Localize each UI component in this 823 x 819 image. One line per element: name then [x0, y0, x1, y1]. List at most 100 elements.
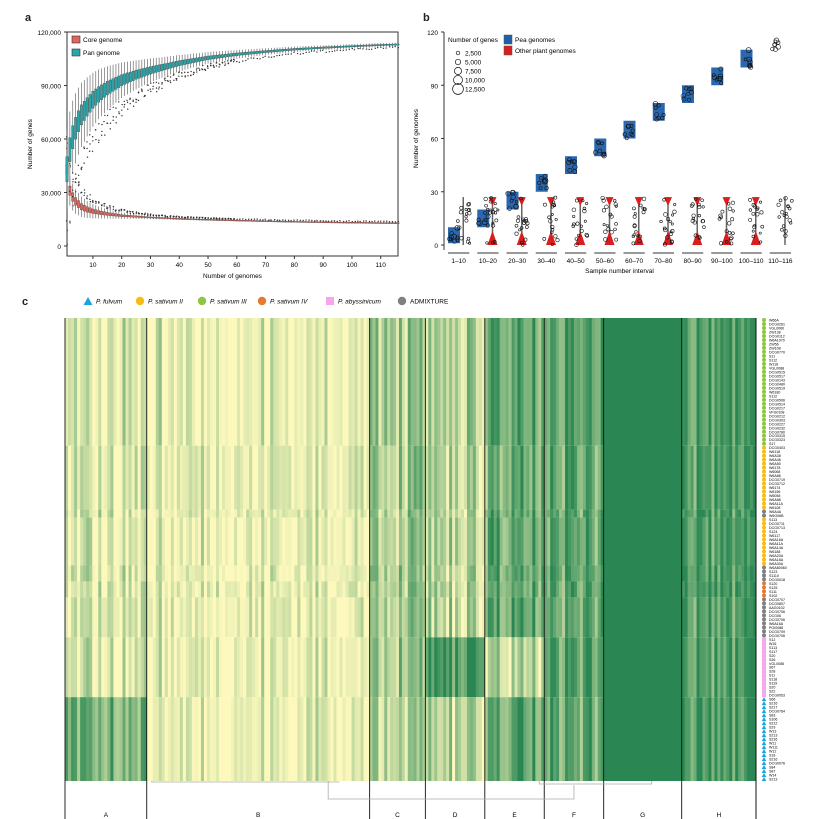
- outlier: [147, 214, 149, 216]
- heatmap-cell: [80, 509, 84, 518]
- heatmap-cell: [699, 445, 703, 510]
- row-label: DCG0053: [769, 694, 785, 698]
- heatmap-cell: [89, 697, 93, 781]
- outlier: [202, 64, 204, 67]
- heatmap-cell: [484, 581, 489, 598]
- heatmap-cell: [431, 697, 435, 781]
- heatmap-cell: [705, 697, 709, 781]
- heatmap-cell: [273, 517, 277, 566]
- heatmap-cell: [732, 445, 736, 510]
- y-axis-label: Number of genes: [27, 118, 34, 169]
- other-point: [752, 224, 757, 229]
- heatmap-cell: [240, 445, 244, 510]
- heatmap-cell: [428, 597, 432, 638]
- row-label: S83: [769, 714, 775, 718]
- other-point: [490, 223, 496, 228]
- heatmap-cell: [291, 581, 295, 598]
- heatmap-cell: [279, 597, 283, 638]
- outlier: [91, 136, 94, 138]
- heatmap-cell: [309, 509, 313, 518]
- heatmap-cell: [413, 565, 417, 582]
- heatmap-cell: [267, 565, 271, 582]
- outlier: [380, 220, 382, 222]
- outlier: [95, 202, 97, 205]
- heatmap-cell: [410, 637, 414, 698]
- heatmap-cell: [514, 637, 518, 698]
- heatmap-cell: [425, 565, 429, 582]
- heatmap-cell: [134, 637, 138, 698]
- outlier: [88, 134, 91, 136]
- heatmap-cell: [681, 597, 685, 638]
- outlier: [190, 216, 192, 219]
- heatmap-cell: [255, 517, 259, 566]
- row-label: AAG0102: [769, 606, 785, 610]
- category-2: [505, 189, 530, 247]
- heatmap-cell: [732, 697, 736, 781]
- heatmap-cell: [276, 597, 280, 638]
- other-violin-bottom: [692, 230, 703, 245]
- heatmap-cell: [134, 445, 138, 510]
- heatmap-cell: [434, 517, 438, 566]
- heatmap-cell: [212, 581, 217, 598]
- heatmap-cell: [702, 581, 706, 598]
- heatmap-cell: [152, 509, 157, 518]
- heatmap-cell: [185, 517, 190, 566]
- heatmap-cell: [526, 318, 530, 446]
- heatmap-cell: [463, 565, 468, 582]
- heatmap-cell: [591, 517, 596, 566]
- other-point: [574, 242, 579, 247]
- heatmap-cell: [264, 581, 268, 598]
- x-tick-label: 20: [118, 262, 126, 269]
- heatmap-cell: [128, 509, 132, 518]
- y-axis-label: Number of genomes: [413, 108, 420, 168]
- heatmap-cell: [741, 581, 745, 598]
- heatmap-cell: [428, 565, 432, 582]
- heatmap-cell: [110, 637, 114, 698]
- heatmap-cell: [591, 509, 596, 518]
- heatmap-cell: [303, 445, 307, 510]
- heatmap-cell: [463, 597, 468, 638]
- heatmap-cell: [490, 517, 495, 566]
- box: [128, 71, 132, 83]
- x-tick-label: 90: [320, 262, 328, 269]
- box: [238, 52, 242, 56]
- heatmap-cell: [146, 445, 151, 510]
- heatmap-cell: [547, 517, 551, 566]
- box: [126, 72, 129, 84]
- heatmap-cell: [529, 597, 533, 638]
- heatmap-cell: [717, 565, 721, 582]
- heatmap-cell: [422, 581, 426, 598]
- heatmap-cell: [396, 517, 400, 566]
- outlier: [190, 70, 192, 73]
- heatmap-cell: [330, 637, 334, 698]
- other-point: [781, 224, 786, 228]
- heatmap-cell: [128, 597, 132, 638]
- heatmap-cell: [741, 509, 745, 518]
- heatmap-cell: [273, 697, 277, 781]
- pea-point: [566, 160, 572, 165]
- heatmap-cell: [206, 517, 211, 566]
- pea-point: [743, 57, 748, 62]
- heatmap-cell: [481, 318, 486, 446]
- outlier: [224, 217, 226, 220]
- box: [175, 218, 178, 220]
- heatmap-cell: [565, 581, 569, 598]
- heatmap-cell: [547, 318, 551, 446]
- row-marker: [762, 561, 766, 566]
- heatmap-cell: [74, 637, 78, 698]
- outlier: [158, 88, 160, 90]
- heatmap-cell: [273, 581, 277, 598]
- heatmap-cell: [378, 318, 382, 446]
- heatmap-cell: [306, 565, 310, 582]
- heatmap-cell: [735, 509, 739, 518]
- heatmap-cell: [167, 581, 172, 598]
- outlier: [250, 218, 253, 221]
- heatmap-cell: [152, 597, 157, 638]
- heatmap-cell: [234, 581, 238, 598]
- heatmap-cell: [264, 637, 268, 698]
- heatmap-cell: [285, 509, 289, 518]
- heatmap-cell: [556, 445, 560, 510]
- heatmap-cell: [237, 565, 241, 582]
- box: [88, 94, 92, 113]
- other-point: [603, 237, 608, 242]
